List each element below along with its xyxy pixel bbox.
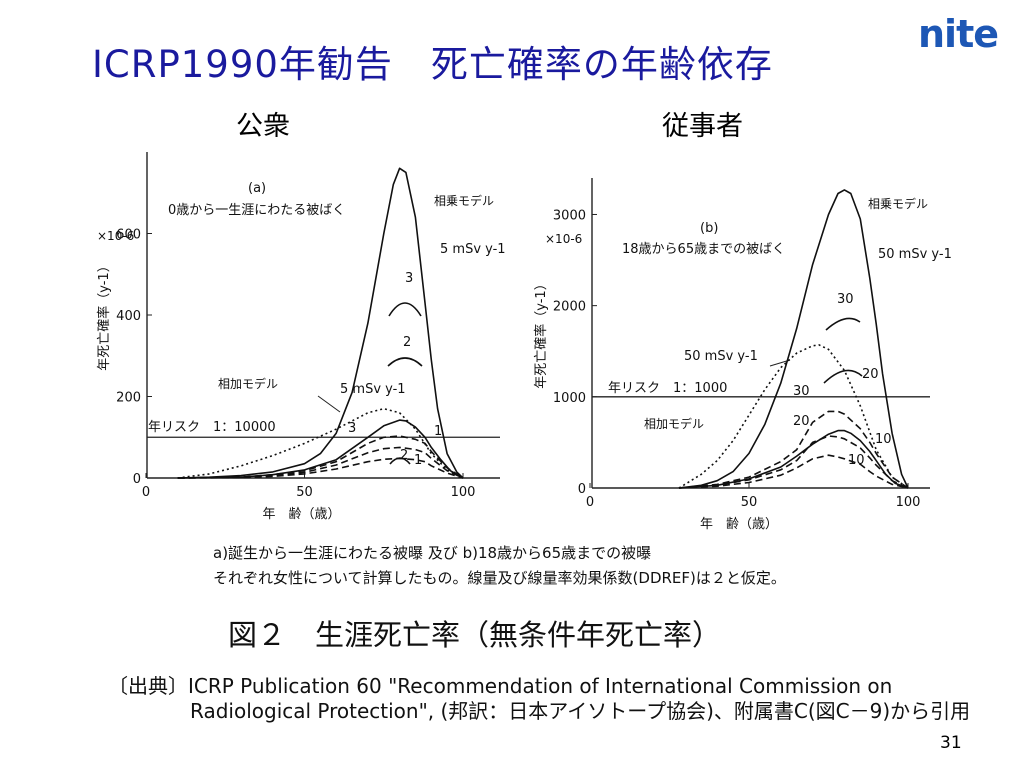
series-line-b-1 xyxy=(678,344,909,489)
curve-label-b-2: 30 xyxy=(793,384,810,399)
series-line-b-3 xyxy=(678,410,909,489)
caption-line-1: a)誕生から一生涯にわたる被曝 及び b)18歳から65歳までの被曝 xyxy=(213,544,651,562)
curve-label-b-4: 10 xyxy=(875,432,892,447)
heading-public: 公衆 xyxy=(236,111,290,142)
series-line-b-5 xyxy=(678,454,909,489)
x-tick-label-a: 0 xyxy=(142,485,150,500)
annual-risk-label-b: 年リスク 1：1000 xyxy=(608,381,727,396)
additive-leader-a xyxy=(317,395,341,413)
source-line-2: Radiological Protection", (邦訳：日本アイソトープ協会… xyxy=(190,699,970,723)
additive-dose-label-a: 5 mSv y-1 xyxy=(340,382,406,397)
dose-arc-a-1 xyxy=(387,357,423,367)
series-line-a-0 xyxy=(177,167,464,479)
figure-title: 図２ 生涯死亡率（無条件年死亡率） xyxy=(228,618,721,652)
x-tick-label-a: 100 xyxy=(451,485,476,500)
series-line-b-4 xyxy=(678,435,909,489)
series-line-b-2 xyxy=(678,429,909,489)
x-tick-label-b: 0 xyxy=(586,495,594,510)
chart-worker: 0 1000 2000 3000 0 50 100 年 齢（歳） 年死亡確率（y-1） ×10-6… xyxy=(533,178,952,532)
panel-label-b: (b) xyxy=(700,221,718,236)
dose-arc-a-2 xyxy=(389,457,411,465)
multiplicative-dose-label-b: 50 mSv y-1 xyxy=(878,247,952,262)
y-tick-label-a: 0 xyxy=(133,472,141,487)
y-tick-label-b: 1000 xyxy=(553,391,586,406)
panel-note-b: 18歳から65歳までの被ばく xyxy=(622,242,785,257)
additive-dose-label-b: 50 mSv y-1 xyxy=(684,349,758,364)
curve-label-b-5: 10 xyxy=(848,453,865,468)
panel-note-a: 0歳から一生涯にわたる被ばく xyxy=(168,203,345,218)
additive-model-label-b: 相加モデル xyxy=(644,416,704,431)
y-axis-label-b: 年死亡確率（y-1） xyxy=(533,277,549,388)
multiplicative-dose-label-a: 5 mSv y-1 xyxy=(440,242,506,257)
y-tick-label-b: 2000 xyxy=(553,300,586,315)
series-line-a-5 xyxy=(177,457,464,479)
dose-arc-b-1 xyxy=(823,369,863,384)
y-tick-label-a: 200 xyxy=(116,391,141,406)
x-axis-label-b: 年 齢（歳） xyxy=(700,517,778,532)
series-line-b-0 xyxy=(678,189,909,489)
y-tick-label-b: 3000 xyxy=(553,208,586,223)
y-tick-label-a: 400 xyxy=(116,309,141,324)
curve-label-a-5: 1 xyxy=(414,453,422,468)
caption-line-2: それぞれ女性について計算したもの。線量及び線量率効果係数(DDREF)は２と仮定… xyxy=(213,569,786,587)
annual-risk-label-a: 年リスク 1：10000 xyxy=(148,420,276,435)
nite-logo: nite xyxy=(918,12,999,56)
series-line-a-4 xyxy=(177,446,464,479)
curve-label-b-3: 20 xyxy=(793,414,810,429)
x-axis-label-a: 年 齢（歳） xyxy=(262,507,340,522)
source-line-1: 〔出典〕ICRP Publication 60 "Recommendation … xyxy=(108,674,892,698)
y-tick-label-b: 0 xyxy=(578,482,586,497)
y-multiplier-b: ×10-6 xyxy=(545,232,582,246)
multiplicative-model-label-a: 相乗モデル xyxy=(434,193,494,208)
multiplicative-model-label-b: 相乗モデル xyxy=(868,196,928,211)
dose-arc-b-0 xyxy=(825,317,861,331)
curve-label-a-0: 3 xyxy=(405,271,413,286)
curve-label-b-1: 20 xyxy=(862,367,879,382)
chart-public: 0 200 400 600 0 50 100 年 齢（歳） 年死亡確率（y-1） ×10-6 (a)… xyxy=(96,152,506,522)
curve-label-a-2: 3 xyxy=(348,421,356,436)
slide-title: ICRP1990年勧告 死亡確率の年齢依存 xyxy=(92,43,773,86)
additive-model-label-a: 相加モデル xyxy=(218,376,278,391)
x-tick-label-b: 100 xyxy=(896,495,921,510)
x-tick-label-a: 50 xyxy=(296,485,313,500)
series-line-a-3 xyxy=(177,435,464,479)
curve-label-a-1: 2 xyxy=(403,335,411,350)
heading-worker: 従事者 xyxy=(662,111,743,142)
y-tick-label-a: 600 xyxy=(116,228,141,243)
curve-label-a-4: 2 xyxy=(400,448,408,463)
y-multiplier-a: ×10-6 xyxy=(97,229,134,243)
x-tick-label-b: 50 xyxy=(741,495,758,510)
panel-label-a: (a) xyxy=(248,181,266,196)
page-number: 31 xyxy=(940,733,962,753)
dose-arc-a-0 xyxy=(388,302,422,317)
curve-label-b-0: 30 xyxy=(837,292,854,307)
curve-label-a-3: 1 xyxy=(434,424,442,439)
y-axis-label-a: 年死亡確率（y-1） xyxy=(96,259,112,370)
